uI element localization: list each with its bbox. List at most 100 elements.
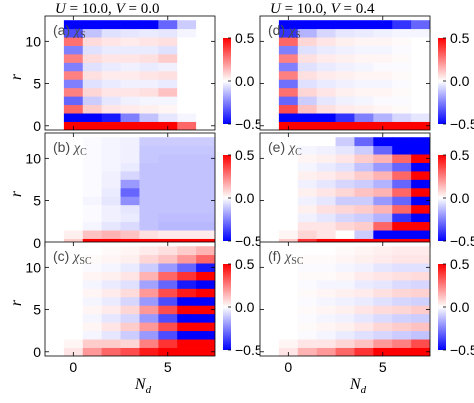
heatmap-cell	[373, 121, 393, 130]
heatmap-cell	[120, 347, 140, 356]
heatmap-cell	[316, 54, 336, 63]
heatmap-cell	[158, 347, 178, 356]
heatmap-cells	[63, 137, 215, 247]
heatmap-cell	[297, 20, 318, 30]
heatmap-cell	[101, 171, 121, 180]
heatmap-cell	[297, 288, 318, 298]
heatmap-cell	[63, 230, 84, 239]
heatmap-cell	[297, 87, 318, 97]
heatmap-cell	[278, 305, 299, 315]
heatmap-cell	[392, 213, 412, 223]
heatmap-cell	[278, 87, 299, 97]
heatmap-cell	[411, 171, 430, 180]
heatmap-cell	[196, 230, 215, 239]
heatmap-cell	[196, 54, 215, 63]
heatmap-cell	[411, 62, 430, 72]
heatmap-cell	[82, 347, 103, 356]
column-title-part: V	[331, 1, 342, 17]
x-axis-label: Nd	[134, 376, 152, 396]
heatmap-cell	[196, 296, 215, 306]
colorbar-tick-label: −0.5	[235, 116, 263, 132]
heatmap-cell	[120, 137, 140, 147]
heatmap-cell	[82, 104, 103, 114]
heatmap-cell	[297, 313, 318, 323]
heatmap-cell	[120, 187, 140, 197]
heatmap-cell	[63, 20, 84, 30]
heatmap-cells	[278, 20, 430, 130]
heatmap-cell	[158, 246, 178, 256]
heatmap-cell	[82, 204, 103, 214]
heatmap-cell	[278, 45, 299, 55]
column-title-part: = 10.0,	[281, 1, 331, 17]
y-tick-label: 5	[33, 76, 41, 92]
heatmap-cell	[101, 313, 121, 323]
heatmap-cell	[392, 221, 412, 231]
heatmap-cell	[177, 322, 197, 332]
heatmap-cell	[373, 96, 393, 106]
heatmap-cell	[63, 322, 84, 332]
heatmap-cell	[373, 28, 393, 38]
heatmap-cell	[354, 254, 374, 264]
heatmap-cell	[63, 62, 84, 72]
panel-label-d: (d) χS	[268, 22, 301, 41]
heatmap-cell	[82, 121, 103, 130]
heatmap-cell	[158, 121, 178, 130]
panel-label-chi: χ	[72, 24, 81, 39]
heatmap-cell	[101, 45, 121, 55]
heatmap-cell	[373, 347, 393, 356]
heatmap-cell	[63, 263, 84, 272]
colorbar-tick-label: −0.5	[450, 233, 474, 249]
heatmap-cell	[411, 230, 430, 239]
heatmap-cell	[177, 196, 197, 206]
heatmap-cell	[82, 187, 103, 197]
heatmap-cell	[335, 213, 355, 223]
colorbar	[438, 155, 446, 241]
heatmap-cell	[411, 137, 430, 147]
heatmap-cell	[177, 347, 197, 356]
heatmap-cell	[177, 20, 197, 30]
y-tick-label: 10	[25, 33, 41, 49]
colorbar-tick-label: 0.0	[235, 190, 255, 206]
heatmap-cell	[392, 79, 412, 89]
heatmap-cell	[335, 288, 355, 298]
heatmap-cell	[278, 113, 299, 122]
colorbar-tick-label: −0.5	[235, 233, 263, 249]
heatmap-cell	[177, 187, 197, 197]
heatmap-cell	[297, 271, 318, 281]
heatmap-cell	[101, 121, 121, 130]
heatmap-cell	[278, 62, 299, 72]
heatmap-cell	[278, 79, 299, 89]
heatmap-cell	[411, 330, 430, 340]
heatmap-cell	[101, 62, 121, 72]
colorbar-tick-label: −0.5	[235, 342, 263, 358]
y-axis-label: r	[8, 73, 25, 80]
panel-label-chi: χ	[287, 141, 296, 156]
heatmap-cell	[316, 171, 336, 180]
heatmap-cell	[177, 113, 197, 122]
heatmap-cell	[139, 162, 159, 172]
heatmap-cell	[392, 171, 412, 180]
heatmap-cell	[158, 20, 178, 30]
heatmap-cell	[297, 137, 318, 147]
heatmap-cell	[354, 347, 374, 356]
heatmap-cell	[411, 104, 430, 114]
heatmap-cell	[354, 154, 374, 163]
heatmap-cell	[120, 288, 140, 298]
heatmap-cell	[297, 221, 318, 231]
heatmap-cell	[120, 113, 140, 122]
heatmap-cell	[177, 154, 197, 163]
heatmap-cell	[392, 187, 412, 197]
y-tick-label: 10	[25, 150, 41, 166]
heatmap-cell	[316, 162, 336, 172]
x-tick-label: 0	[284, 359, 292, 375]
heatmap-cell	[354, 62, 374, 72]
heatmap-cell	[139, 137, 159, 147]
heatmap-cell	[297, 37, 318, 46]
heatmap-cell	[101, 322, 121, 332]
heatmap-cell	[316, 96, 336, 106]
heatmap-cell	[373, 204, 393, 214]
panel-f: (f) χSC 0 5 Nd 0.5 0.0 −0.5	[259, 241, 474, 396]
heatmap-cell	[316, 104, 336, 114]
x-axis-label-sub: d	[146, 384, 152, 396]
panel-label-sub: SC	[291, 256, 304, 267]
